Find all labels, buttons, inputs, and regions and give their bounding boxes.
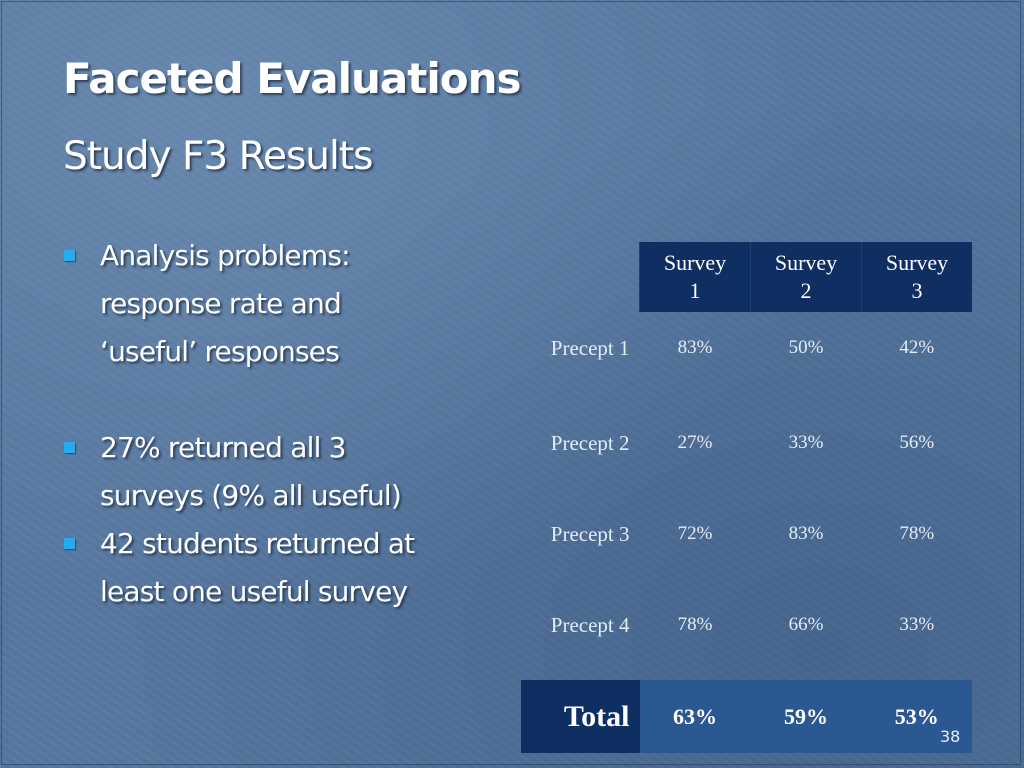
bullet-line: 42 students returned at: [100, 527, 415, 560]
table-cell: 78%: [899, 523, 935, 544]
table-cell: 33%: [899, 614, 935, 635]
slide-title: Faceted Evaluations: [63, 54, 521, 103]
table-row: Precept 1 83% 50% 42%: [521, 312, 972, 407]
table-row: Precept 2 27% 33% 56%: [521, 407, 972, 498]
bullet-list: Analysis problems: response rate and ‘us…: [62, 232, 502, 616]
table-cell: 66%: [788, 614, 824, 635]
square-bullet-icon: [64, 538, 75, 549]
slide-subtitle: Study F3 Results: [63, 134, 373, 179]
table-cell: 56%: [899, 432, 935, 453]
total-cell: 53%: [861, 680, 972, 753]
total-cell: 63%: [639, 680, 751, 753]
bullet-line: Analysis problems:: [100, 239, 351, 272]
table-cell: 42%: [899, 337, 935, 358]
column-header-survey-2: Survey 2: [750, 242, 862, 312]
table-cell: 50%: [788, 337, 824, 358]
slide-number: 38: [940, 727, 961, 746]
table-row: Precept 3 72% 83% 78%: [521, 498, 972, 589]
table-row: Precept 4 78% 66% 33%: [521, 589, 972, 680]
table-total-row: Total 63% 59% 53%: [521, 680, 972, 753]
square-bullet-icon: [64, 250, 75, 261]
table-header-row: Survey 1 Survey 2 Survey 3: [521, 242, 972, 312]
bullet-line: 27% returned all 3: [100, 431, 346, 464]
square-bullet-icon: [64, 442, 75, 453]
bullet-item: 42 students returned at least one useful…: [62, 520, 502, 616]
row-label: Precept 2: [550, 431, 630, 455]
bullet-line: surveys (9% all useful): [100, 479, 402, 512]
table-corner: [521, 242, 640, 312]
table-cell: 78%: [677, 614, 713, 635]
row-label: Precept 4: [550, 613, 630, 637]
row-label: Precept 1: [550, 336, 630, 360]
table-cell: 33%: [788, 432, 824, 453]
bullet-item: Analysis problems: response rate and ‘us…: [62, 232, 502, 376]
table-cell: 83%: [677, 337, 713, 358]
row-label: Precept 3: [550, 522, 630, 546]
bullet-item: 27% returned all 3 surveys (9% all usefu…: [62, 424, 502, 520]
total-label: Total: [521, 680, 640, 753]
table-cell: 83%: [788, 523, 824, 544]
bullet-line: response rate and: [100, 287, 342, 320]
bullet-line: least one useful survey: [100, 575, 408, 608]
bullet-line: ‘useful’ responses: [100, 335, 340, 368]
column-header-survey-1: Survey 1: [639, 242, 751, 312]
table-cell: 27%: [677, 432, 713, 453]
table-cell: 72%: [677, 523, 713, 544]
results-table: Survey 1 Survey 2 Survey 3 Precept 1 83% 50…: [521, 242, 972, 753]
column-header-survey-3: Survey 3: [861, 242, 972, 312]
total-cell: 59%: [750, 680, 862, 753]
